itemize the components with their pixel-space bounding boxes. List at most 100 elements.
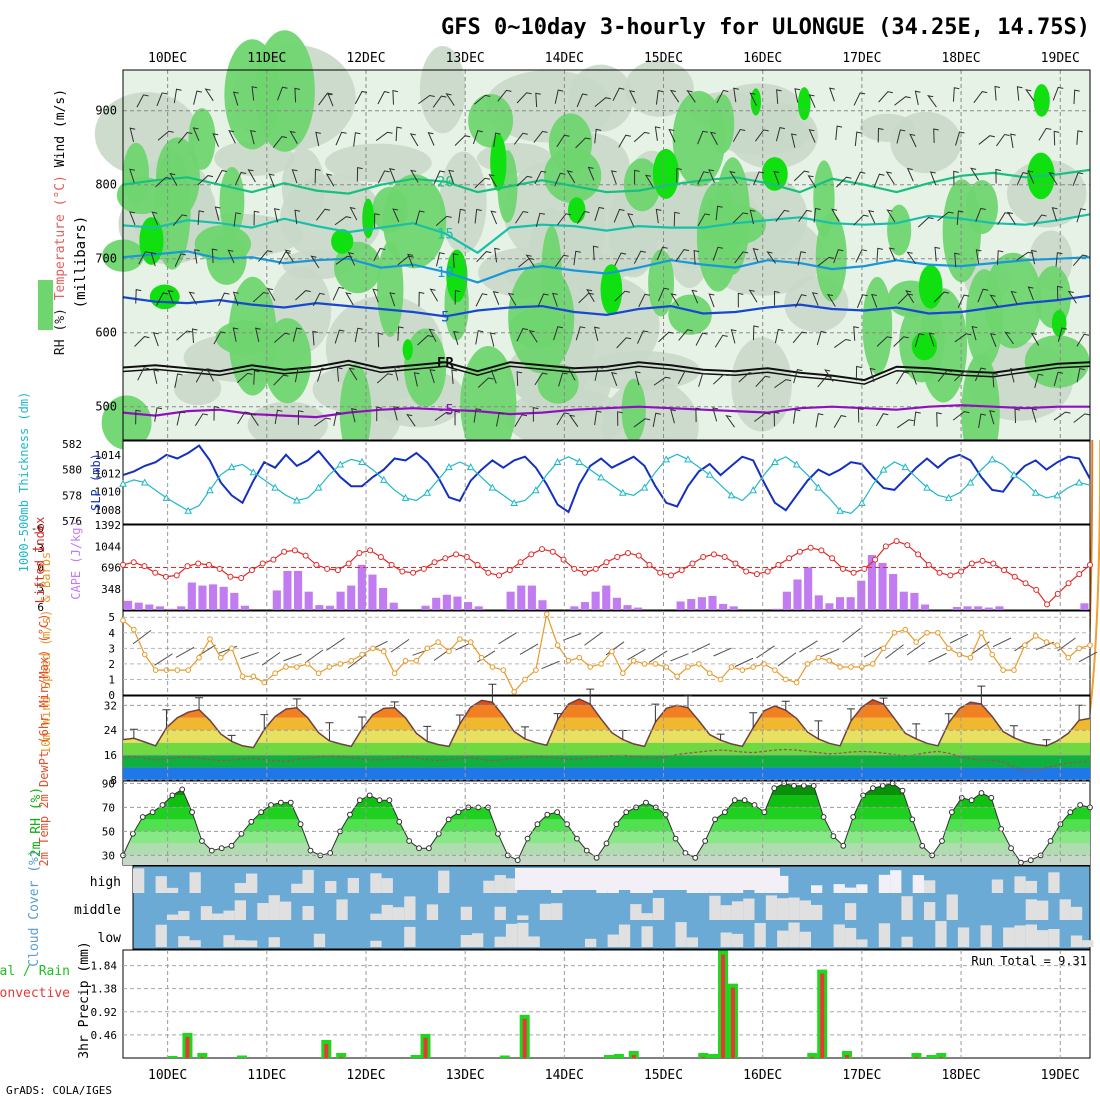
cloud-cell: [517, 923, 528, 947]
lifted-index-point: [937, 570, 942, 575]
rh-point: [397, 819, 402, 824]
wind-speed-point: [566, 658, 571, 663]
thickness-ylabel: 1000-500mb Thickness (dm): [17, 392, 31, 573]
rh-point: [387, 798, 392, 803]
rh-tick-label: 90: [102, 777, 115, 790]
cloud-cell: [1060, 899, 1071, 920]
cloud-cell: [642, 913, 653, 920]
cloud-cell: [935, 921, 946, 947]
cloud-cell: [212, 914, 223, 920]
wind-speed-point: [903, 627, 908, 632]
wind-speed-point: [1055, 643, 1060, 648]
cape-tick-label: 1392: [95, 519, 122, 532]
temperature-band: [123, 743, 1090, 755]
cloud-cell: [687, 937, 698, 947]
wind-speed-point: [403, 658, 408, 663]
rh-point: [288, 800, 293, 805]
cape-bar: [634, 608, 642, 610]
cloud-cell: [540, 904, 551, 920]
lifted-index-point: [765, 569, 770, 574]
rh-point: [496, 831, 501, 836]
wind-speed-point: [142, 652, 147, 657]
rh-point: [259, 810, 264, 815]
wind-speed-point: [1066, 655, 1071, 660]
wind-tick-label: 4: [108, 627, 115, 640]
wind-speed-point: [229, 646, 234, 651]
cloud-cell: [190, 872, 201, 893]
rh-point: [969, 798, 974, 803]
lifted-index-point: [357, 551, 362, 556]
cloud-cell: [845, 928, 856, 947]
cape-bar: [422, 606, 430, 610]
wind-speed-point: [273, 671, 278, 676]
cape-bar: [836, 597, 844, 610]
lifted-index-point: [325, 566, 330, 571]
rh-point: [673, 836, 678, 841]
cloud-cell: [788, 923, 799, 947]
rh-point: [713, 817, 718, 822]
cape-bar: [220, 587, 228, 610]
cloud-cell: [495, 907, 506, 920]
lifted-index-point: [1066, 581, 1071, 586]
cloud-cell: [721, 932, 732, 947]
wind-speed-point: [153, 668, 158, 673]
cloud-cell: [1026, 925, 1037, 947]
cape-bar: [921, 605, 929, 610]
lifted-index-point: [776, 562, 781, 567]
cape-bar: [878, 563, 886, 610]
rh-saturated-patch: [490, 134, 506, 191]
lifted-index-point: [196, 561, 201, 566]
rh-saturated-patch: [403, 339, 413, 360]
wind-speed-point: [360, 652, 365, 657]
wind-speed-point: [208, 637, 213, 642]
date-label-bottom: 10DEC: [148, 1068, 187, 1083]
cape-tick-label: 696: [101, 562, 121, 575]
cloud-cell: [257, 903, 268, 920]
temperature-band: [123, 768, 1090, 780]
rh-point: [574, 836, 579, 841]
temp-tick-label: 32: [104, 699, 117, 712]
rh-point: [515, 858, 520, 863]
rh-point: [841, 843, 846, 848]
lifted-index-point: [625, 551, 630, 556]
rh-shade-patch: [890, 112, 961, 173]
cape-bar: [379, 588, 387, 610]
panel-frame: [123, 950, 1090, 1058]
rh-saturated-patch: [919, 265, 943, 309]
cape-bar: [804, 567, 812, 610]
cloud-cell: [370, 873, 381, 893]
rh-point: [229, 843, 234, 848]
lifted-index-point: [421, 566, 426, 571]
wind-speed-point: [599, 662, 604, 667]
rh-point: [703, 839, 708, 844]
lifted-index-point: [615, 554, 620, 559]
rh-point: [367, 793, 372, 798]
cape-bar: [602, 586, 610, 610]
cloud-row-label: middle: [74, 903, 121, 918]
lifted-index-point: [228, 574, 233, 579]
cloud-cell: [393, 907, 404, 920]
wind-speed-point: [295, 665, 300, 670]
rh-point: [1028, 858, 1033, 863]
wind-speed-point: [1077, 646, 1082, 651]
wind-speed-point: [447, 649, 452, 654]
lifted-index-point: [368, 548, 373, 553]
wind-speed-point: [425, 646, 430, 651]
rh-point: [693, 855, 698, 860]
rh-moist-patch: [966, 269, 1003, 368]
wind-speed-point: [1033, 634, 1038, 639]
lifted-index-point: [787, 556, 792, 561]
rh-point: [407, 839, 412, 844]
wind-speed-point: [132, 627, 137, 632]
lifted-index-point: [1012, 574, 1017, 579]
wind-speed-point: [697, 662, 702, 667]
rh-point: [772, 786, 777, 791]
cape-bar: [230, 593, 238, 610]
chart-title: GFS 0~10day 3-hourly for ULONGUE (34.25E…: [441, 15, 1090, 40]
cape-bar: [868, 555, 876, 610]
cloud-row-label: high: [90, 875, 121, 890]
date-label-top: 19DEC: [1041, 51, 1080, 66]
rh-point: [594, 855, 599, 860]
precip-convective-bar: [632, 1055, 636, 1058]
